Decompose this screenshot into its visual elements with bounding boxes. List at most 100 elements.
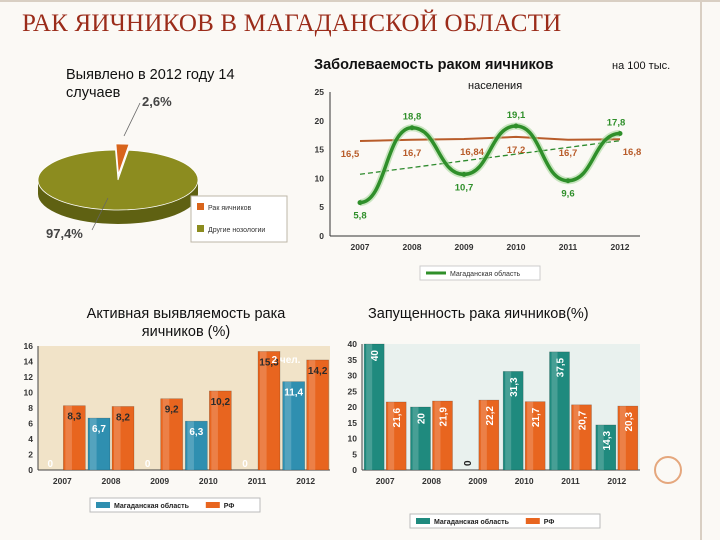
line-y-tick: 10 — [315, 173, 325, 183]
bar-legend-box — [409, 513, 601, 529]
bar-x-tick: 2011 — [248, 476, 267, 486]
bar-x-tick: 2008 — [422, 476, 441, 486]
line-point — [357, 200, 363, 206]
line-x-tick: 2011 — [559, 242, 578, 252]
bar-legend-swatch — [416, 518, 430, 524]
bar-legend-label: Магаданская область — [114, 502, 190, 510]
bar-y-tick: 30 — [348, 371, 358, 381]
bar-data-label: 8,3 — [67, 412, 81, 423]
line-point — [461, 171, 467, 177]
bar-highlight — [211, 390, 218, 470]
bar-data-label: 10,2 — [211, 397, 231, 408]
bar-chart-wall — [362, 344, 640, 470]
bar-y-tick: 0 — [28, 465, 33, 475]
bar-y-tick: 8 — [28, 403, 33, 413]
bar-data-label: 11,4 — [284, 388, 303, 399]
bar — [111, 406, 135, 471]
pie-leader-line — [123, 102, 141, 137]
line-point — [513, 123, 519, 129]
bar-data-label: 31,3 — [509, 377, 520, 397]
bar-data-label: 0 — [242, 459, 248, 470]
bar-data-label: 0 — [145, 459, 151, 470]
line-data-label: 10,7 — [455, 182, 474, 193]
bar-x-tick: 2009 — [468, 476, 487, 486]
bar-legend-label: РФ — [224, 503, 235, 510]
bar-y-tick: 14 — [24, 357, 34, 367]
pie-slice — [115, 143, 130, 175]
bar — [617, 405, 639, 471]
bar-y-tick: 0 — [352, 465, 357, 475]
bar-y-tick: 16 — [24, 341, 34, 351]
bar-highlight — [366, 344, 373, 470]
bar-y-tick: 10 — [348, 434, 358, 444]
bar1-title-line1: Активная выявляемость рака — [87, 306, 287, 322]
frame-line-right — [700, 0, 702, 540]
bar-x-tick: 2009 — [150, 476, 169, 486]
line-data-label-rf: 17,2 — [507, 145, 526, 156]
bar-highlight — [260, 351, 267, 470]
bar-legend-swatch — [205, 502, 220, 508]
bar — [595, 424, 617, 471]
line-chart-subtitle: населения — [468, 80, 522, 92]
bar-data-label: 8,2 — [116, 412, 130, 423]
pie-caption: Выявлено в 2012 году 14 случаев — [66, 67, 235, 101]
line-series-rf — [359, 135, 621, 142]
bar-data-label: 14,2 — [308, 366, 328, 377]
line-point — [565, 178, 571, 184]
bar-legend-label: Магаданская область — [434, 518, 510, 526]
bar-highlight — [284, 381, 292, 470]
bar — [282, 381, 305, 471]
bar-highlight — [187, 421, 194, 470]
bar — [502, 371, 524, 471]
bar-data-label: 21,6 — [392, 408, 403, 428]
bar-highlight — [573, 404, 580, 470]
line-x-tick: 2012 — [611, 242, 630, 252]
bar1-title-line2: яичников (%) — [142, 324, 230, 340]
bar2-title: Запущенность рака яичников(%) — [368, 306, 589, 322]
bar — [257, 351, 281, 471]
line-y-tick: 0 — [319, 231, 324, 241]
bar-data-label: 14,3 — [602, 431, 613, 451]
bar1-annotation: 2 чел. — [272, 355, 301, 366]
bar-data-label: 9,2 — [165, 405, 179, 416]
bar-y-tick: 6 — [28, 419, 33, 429]
pie-legend-swatch — [197, 203, 204, 210]
line-y-tick: 25 — [315, 87, 325, 97]
pie-label: 2,6% — [142, 94, 172, 109]
bar — [63, 405, 86, 471]
bar-highlight — [90, 418, 97, 470]
bar — [478, 399, 500, 471]
line-legend-box — [419, 265, 541, 281]
bar-data-label: 21,9 — [439, 407, 450, 427]
bar — [432, 400, 453, 471]
bar — [524, 401, 546, 471]
line-point — [617, 130, 623, 136]
line-legend-label: Магаданская область — [450, 270, 521, 278]
bar-x-tick: 2007 — [53, 476, 72, 486]
bar-data-label: 20,7 — [578, 410, 589, 430]
line-chart-title: Заболеваемость раком яичников — [314, 57, 553, 73]
bar-x-tick: 2008 — [102, 476, 121, 486]
line-y-tick: 20 — [315, 116, 325, 126]
line-x-tick: 2008 — [403, 242, 422, 252]
bar-highlight — [412, 407, 419, 470]
line-data-label: 17,8 — [607, 117, 626, 128]
bar-highlight — [551, 351, 558, 470]
incidence-line-chart: Заболеваемость раком яичников на 100 тыс.… — [314, 57, 670, 281]
bar-highlight — [619, 406, 626, 470]
pie-legend-label: Другие нозологии — [208, 227, 265, 234]
line-point — [409, 125, 415, 131]
bar-y-tick: 25 — [348, 386, 358, 396]
bar-highlight — [65, 405, 72, 470]
bar — [571, 404, 592, 471]
bar-data-label: 20,3 — [624, 412, 635, 432]
pie-legend-box — [190, 195, 288, 243]
line-x-tick: 2007 — [351, 242, 370, 252]
bar-y-tick: 5 — [352, 449, 357, 459]
line-data-label: 19,1 — [507, 110, 526, 121]
bar-y-tick: 10 — [24, 388, 34, 398]
line-data-label: 18,8 — [403, 112, 422, 123]
bar-data-label: 0 — [463, 460, 474, 466]
bar — [209, 390, 232, 471]
